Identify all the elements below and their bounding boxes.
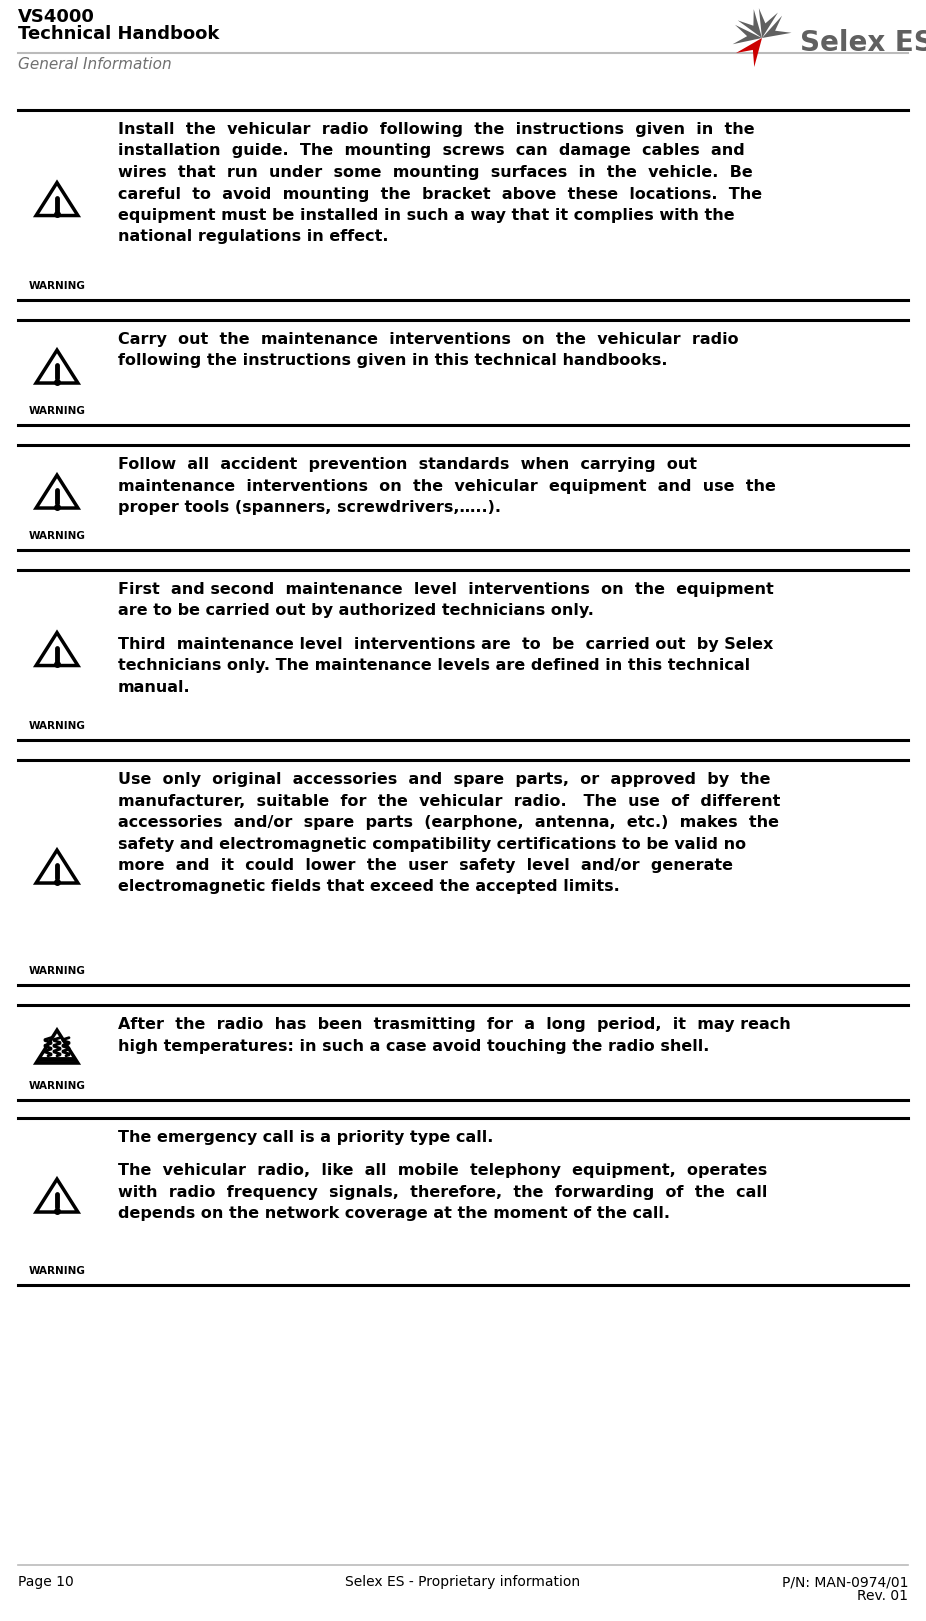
Text: equipment must be installed in such a way that it complies with the: equipment must be installed in such a wa… <box>118 207 734 224</box>
Text: WARNING: WARNING <box>29 721 85 731</box>
Text: Selex ES - Proprietary information: Selex ES - Proprietary information <box>345 1576 581 1589</box>
Text: The emergency call is a priority type call.: The emergency call is a priority type ca… <box>118 1130 494 1144</box>
Text: accessories  and/or  spare  parts  (earphone,  antenna,  etc.)  makes  the: accessories and/or spare parts (earphone… <box>118 815 779 830</box>
Polygon shape <box>736 37 762 66</box>
Text: proper tools (spanners, screwdrivers,…..).: proper tools (spanners, screwdrivers,…..… <box>118 499 501 515</box>
Text: Third  maintenance level  interventions are  to  be  carried out  by Selex: Third maintenance level interventions ar… <box>118 637 773 652</box>
Text: more  and  it  could  lower  the  user  safety  level  and/or  generate: more and it could lower the user safety … <box>118 858 733 874</box>
Polygon shape <box>36 849 78 883</box>
Text: First  and second  maintenance  level  interventions  on  the  equipment: First and second maintenance level inter… <box>118 582 774 597</box>
Polygon shape <box>759 8 778 37</box>
Polygon shape <box>36 632 78 666</box>
Text: careful  to  avoid  mounting  the  bracket  above  these  locations.  The: careful to avoid mounting the bracket ab… <box>118 186 762 201</box>
Text: WARNING: WARNING <box>29 532 85 541</box>
Polygon shape <box>762 16 792 37</box>
Text: General Information: General Information <box>18 57 171 71</box>
Text: WARNING: WARNING <box>29 966 85 976</box>
Text: electromagnetic fields that exceed the accepted limits.: electromagnetic fields that exceed the a… <box>118 880 619 895</box>
Polygon shape <box>36 1178 78 1213</box>
Text: Technical Handbook: Technical Handbook <box>18 24 219 44</box>
Text: Rev. 01: Rev. 01 <box>857 1589 908 1603</box>
Text: maintenance  interventions  on  the  vehicular  equipment  and  use  the: maintenance interventions on the vehicul… <box>118 478 776 493</box>
Text: high temperatures: in such a case avoid touching the radio shell.: high temperatures: in such a case avoid … <box>118 1039 709 1054</box>
Text: Carry  out  the  maintenance  interventions  on  the  vehicular  radio: Carry out the maintenance interventions … <box>118 332 739 347</box>
Text: Selex ES: Selex ES <box>800 29 926 57</box>
Polygon shape <box>36 475 78 507</box>
Text: with  radio  frequency  signals,  therefore,  the  forwarding  of  the  call: with radio frequency signals, therefore,… <box>118 1185 768 1200</box>
Polygon shape <box>36 350 78 383</box>
Text: installation  guide.  The  mounting  screws  can  damage  cables  and: installation guide. The mounting screws … <box>118 144 745 159</box>
Polygon shape <box>36 183 78 216</box>
Text: Use  only  original  accessories  and  spare  parts,  or  approved  by  the: Use only original accessories and spare … <box>118 772 770 788</box>
Text: WARNING: WARNING <box>29 1081 85 1091</box>
Text: WARNING: WARNING <box>29 405 85 417</box>
Text: depends on the network coverage at the moment of the call.: depends on the network coverage at the m… <box>118 1206 670 1221</box>
Text: Follow  all  accident  prevention  standards  when  carrying  out: Follow all accident prevention standards… <box>118 457 697 472</box>
Text: Page 10: Page 10 <box>18 1576 74 1589</box>
Text: P/N: MAN-0974/01: P/N: MAN-0974/01 <box>782 1576 908 1589</box>
Text: manufacturer,  suitable  for  the  vehicular  radio.   The  use  of  different: manufacturer, suitable for the vehicular… <box>118 794 781 809</box>
Text: wires  that  run  under  some  mounting  surfaces  in  the  vehicle.  Be: wires that run under some mounting surfa… <box>118 165 753 180</box>
Text: Install  the  vehicular  radio  following  the  instructions  given  in  the: Install the vehicular radio following th… <box>118 122 755 138</box>
Text: The  vehicular  radio,  like  all  mobile  telephony  equipment,  operates: The vehicular radio, like all mobile tel… <box>118 1164 768 1178</box>
Polygon shape <box>732 24 762 44</box>
Text: VS4000: VS4000 <box>18 8 94 26</box>
Text: safety and electromagnetic compatibility certifications to be valid no: safety and electromagnetic compatibility… <box>118 836 746 851</box>
Text: manual.: manual. <box>118 679 191 695</box>
Text: WARNING: WARNING <box>29 280 85 292</box>
Text: WARNING: WARNING <box>29 1266 85 1276</box>
Text: following the instructions given in this technical handbooks.: following the instructions given in this… <box>118 353 668 368</box>
Text: After  the  radio  has  been  trasmitting  for  a  long  period,  it  may reach: After the radio has been trasmitting for… <box>118 1016 791 1033</box>
Text: are to be carried out by authorized technicians only.: are to be carried out by authorized tech… <box>118 603 594 619</box>
Polygon shape <box>36 1029 78 1063</box>
Text: national regulations in effect.: national regulations in effect. <box>118 230 389 245</box>
Polygon shape <box>738 10 762 37</box>
Text: technicians only. The maintenance levels are defined in this technical: technicians only. The maintenance levels… <box>118 658 750 673</box>
